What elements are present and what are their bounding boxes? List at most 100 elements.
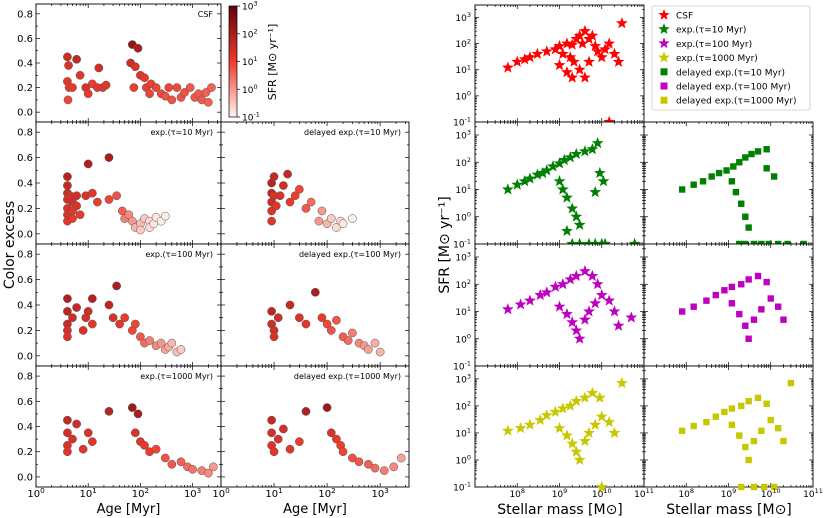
data-point-star <box>570 445 583 457</box>
data-point-star <box>531 47 544 60</box>
data-point-star <box>586 269 599 282</box>
data-point <box>94 63 104 73</box>
data-point-square <box>730 163 737 170</box>
left-panel-exp1000: 0.0 0.2 0.4 0.6 0.8 exp.(τ=1000 Myr) <box>17 365 222 488</box>
data-point-star <box>549 280 562 292</box>
data-point <box>75 210 85 220</box>
right-figure: 10-110010110210310-110010110210310-11001… <box>437 4 823 518</box>
data-point-star <box>540 45 553 57</box>
data-point-star <box>524 51 536 63</box>
data-point-square <box>767 295 774 302</box>
data-point-star <box>595 480 608 493</box>
left-figure: 0.0 0.2 0.4 0.6 0.8 CSF 0.0 0.2 0.4 0.6 0.8 exp.(τ=… <box>2 3 410 517</box>
data-point-star <box>553 157 566 169</box>
data-point-star <box>561 66 573 78</box>
data-point-square <box>708 173 715 180</box>
data-point-star <box>570 324 583 336</box>
data-point-square <box>728 178 736 185</box>
data-point <box>151 444 161 454</box>
data-point <box>156 338 166 348</box>
colorbar-tick-label: 10-1 <box>242 111 260 124</box>
data-point <box>332 434 341 444</box>
data-point-star <box>561 429 573 441</box>
x-axis-label: Age [Myr] <box>97 502 161 517</box>
data-point-star <box>518 53 531 65</box>
data-point <box>63 447 72 457</box>
data-point-star <box>511 178 524 190</box>
data-point <box>63 415 72 425</box>
left-panel-exp100: 0.0 0.2 0.4 0.6 0.8 exp.(τ=100 Myr) <box>17 243 222 367</box>
data-point-star <box>549 405 562 417</box>
data-point <box>112 281 121 291</box>
legend-entry: delayed exp.(τ=1000 Myr) <box>660 96 797 107</box>
data-point-square <box>780 316 787 323</box>
data-point <box>275 191 285 201</box>
data-point-star <box>511 55 524 67</box>
x-tick-label: 101 <box>80 486 97 500</box>
data-point <box>269 172 279 181</box>
x-tick-label: 103 <box>184 486 201 500</box>
panel-frame <box>35 243 222 367</box>
data-point <box>63 428 72 438</box>
y-tick-label: 101 <box>455 63 471 76</box>
data-point <box>322 403 332 412</box>
data-point <box>176 457 186 467</box>
data-point-star <box>586 386 599 399</box>
y-tick-label: 0.2 <box>17 326 33 337</box>
data-point <box>348 328 357 338</box>
data-point <box>104 153 114 162</box>
data-point-square <box>690 422 697 430</box>
y-tick-label: 0.4 <box>17 422 33 433</box>
data-point-square <box>738 200 745 207</box>
data-point <box>63 307 72 316</box>
data-point-star <box>556 402 569 414</box>
legend: CSF exp.(τ=10 Myr) exp.(τ=100 Myr) exp.(τ=1… <box>651 5 811 111</box>
data-point-square <box>763 400 770 407</box>
data-point <box>167 338 177 348</box>
data-point-star <box>547 160 559 172</box>
data-point-star <box>579 24 591 37</box>
y-tick-label: 0.0 <box>17 472 33 483</box>
data-point <box>167 95 177 105</box>
data-point <box>63 172 72 181</box>
x-tick-label: 102 <box>318 486 335 500</box>
data-point <box>295 437 304 446</box>
data-point-square <box>712 413 719 420</box>
data-point-star <box>566 316 579 328</box>
data-point-square <box>732 188 740 196</box>
data-point <box>104 195 114 204</box>
y-tick-label: 103 <box>455 129 471 142</box>
data-point-star <box>566 437 579 449</box>
data-point-square <box>758 427 765 435</box>
data-point <box>209 462 218 472</box>
y-tick-label: 0.4 <box>17 301 33 312</box>
data-point-star <box>514 421 527 434</box>
y-tick-label: 0.2 <box>17 83 33 94</box>
legend-label: exp.(τ=10 Myr) <box>676 26 746 36</box>
y-tick-label: 0.4 <box>17 179 33 190</box>
data-point-star <box>568 55 580 67</box>
y-tick-label: 103 <box>455 251 471 264</box>
y-tick-label: 0.4 <box>17 59 33 70</box>
y-tick-label: 101 <box>455 183 471 196</box>
data-point-square <box>774 424 782 432</box>
data-point-star <box>531 168 544 180</box>
data-point <box>136 332 145 342</box>
data-point-star <box>573 237 586 250</box>
data-point <box>273 434 283 444</box>
data-point-square <box>780 437 787 445</box>
data-point-star <box>616 17 628 29</box>
panel-frame <box>643 243 814 367</box>
data-point-square <box>758 306 765 313</box>
data-point <box>326 326 336 335</box>
x-tick-label: 1011 <box>803 487 823 500</box>
data-point <box>63 95 73 105</box>
data-point-star <box>524 418 536 430</box>
data-point-star <box>589 418 602 430</box>
right-panel-dexp1000 <box>643 365 814 491</box>
colorbar-tick-label: 101 <box>242 55 258 68</box>
x-tick-label: 109 <box>552 487 568 500</box>
data-point-star <box>595 410 608 422</box>
data-point-star <box>589 185 602 198</box>
left-panel-dexp10: delayed exp.(τ=10 Myr) <box>220 121 410 245</box>
